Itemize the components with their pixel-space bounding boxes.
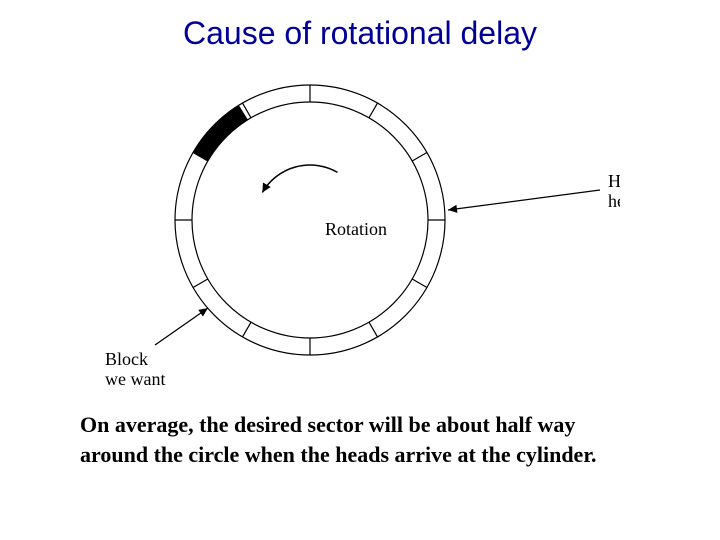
head-pointer-arrowhead bbox=[448, 205, 457, 213]
rotational-delay-diagram: Rotation Headhere Blockwe want bbox=[100, 70, 620, 390]
caption-text: On average, the desired sector will be a… bbox=[80, 410, 620, 469]
block-label-line1: Block bbox=[105, 349, 148, 369]
block-pointer-arrowhead bbox=[198, 308, 208, 316]
head-label-line2: here bbox=[608, 191, 620, 211]
head-label-line1: Head bbox=[608, 171, 620, 191]
disk-inner-circle bbox=[192, 102, 428, 338]
block-label-line2: we want bbox=[105, 369, 165, 389]
head-pointer-line bbox=[448, 190, 600, 210]
slide-title: Cause of rotational delay bbox=[0, 15, 720, 52]
block-pointer-line bbox=[155, 308, 208, 345]
rotation-label: Rotation bbox=[325, 219, 387, 239]
